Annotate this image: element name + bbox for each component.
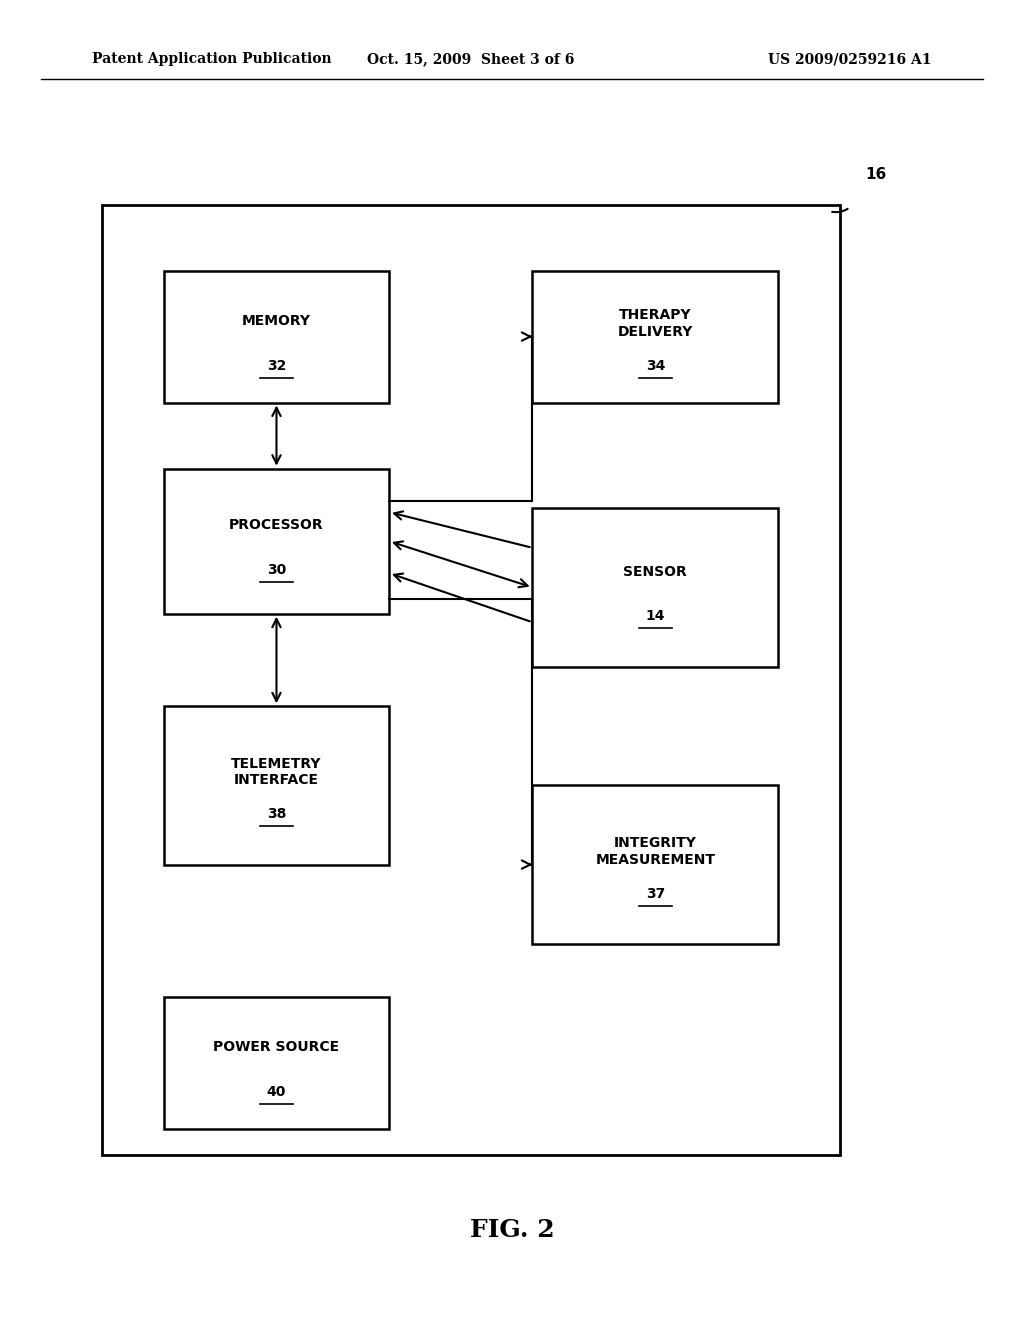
FancyBboxPatch shape <box>164 271 389 403</box>
FancyBboxPatch shape <box>164 706 389 865</box>
Text: SENSOR: SENSOR <box>624 565 687 578</box>
FancyBboxPatch shape <box>164 469 389 614</box>
Text: TELEMETRY
INTERFACE: TELEMETRY INTERFACE <box>231 758 322 787</box>
FancyBboxPatch shape <box>102 205 840 1155</box>
Text: PROCESSOR: PROCESSOR <box>229 519 324 532</box>
Text: FIG. 2: FIG. 2 <box>470 1218 554 1242</box>
Text: Oct. 15, 2009  Sheet 3 of 6: Oct. 15, 2009 Sheet 3 of 6 <box>368 53 574 66</box>
Text: 37: 37 <box>646 887 665 900</box>
Text: 14: 14 <box>645 610 666 623</box>
Text: THERAPY
DELIVERY: THERAPY DELIVERY <box>617 309 693 338</box>
Text: INTEGRITY
MEASUREMENT: INTEGRITY MEASUREMENT <box>595 837 716 866</box>
Text: 38: 38 <box>267 808 286 821</box>
FancyBboxPatch shape <box>532 785 778 944</box>
Text: 30: 30 <box>267 564 286 577</box>
FancyBboxPatch shape <box>532 271 778 403</box>
Text: 40: 40 <box>267 1085 286 1098</box>
FancyBboxPatch shape <box>532 508 778 667</box>
Text: POWER SOURCE: POWER SOURCE <box>213 1040 340 1053</box>
Text: 32: 32 <box>267 359 286 372</box>
Text: MEMORY: MEMORY <box>242 314 311 327</box>
Text: 16: 16 <box>865 166 887 182</box>
Text: 34: 34 <box>646 359 665 372</box>
FancyBboxPatch shape <box>164 997 389 1129</box>
Text: Patent Application Publication: Patent Application Publication <box>92 53 332 66</box>
Text: US 2009/0259216 A1: US 2009/0259216 A1 <box>768 53 932 66</box>
